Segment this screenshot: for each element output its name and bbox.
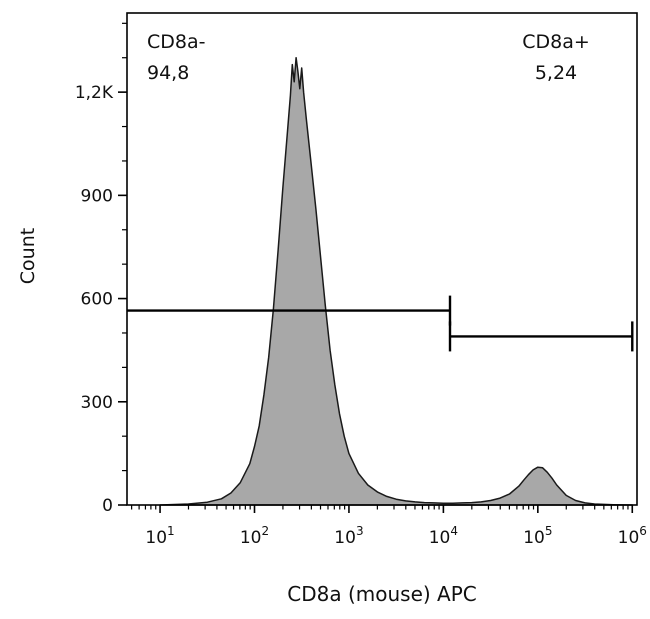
x-axis-title: CD8a (mouse) APC (287, 582, 477, 606)
gate-positive-label: CD8a+ (522, 31, 590, 53)
plot-frame (126, 12, 638, 506)
y-axis-title: Count (17, 227, 39, 285)
gate-negative-annotation: CD8a- 94,8 (147, 27, 205, 89)
gate-negative-percent: 94,8 (147, 62, 190, 84)
histogram-area (159, 56, 634, 506)
gate-positive-annotation: CD8a+ 5,24 (508, 27, 604, 89)
x-tick-label: 101 (145, 524, 174, 548)
x-tick-label: 106 (618, 524, 647, 548)
y-tick-label: 1,2K (75, 83, 114, 103)
x-tick-label: 105 (523, 524, 552, 548)
gate-negative-label: CD8a- (147, 31, 206, 53)
y-tick-label: 300 (81, 393, 113, 413)
x-tick-label: 102 (240, 524, 269, 548)
y-tick-label: 600 (81, 290, 113, 310)
gate-positive-percent: 5,24 (534, 62, 578, 84)
x-tick-label: 103 (334, 524, 363, 548)
y-tick-label: 0 (102, 496, 113, 516)
x-tick-label: 104 (429, 524, 458, 548)
y-tick-label: 900 (81, 186, 113, 206)
